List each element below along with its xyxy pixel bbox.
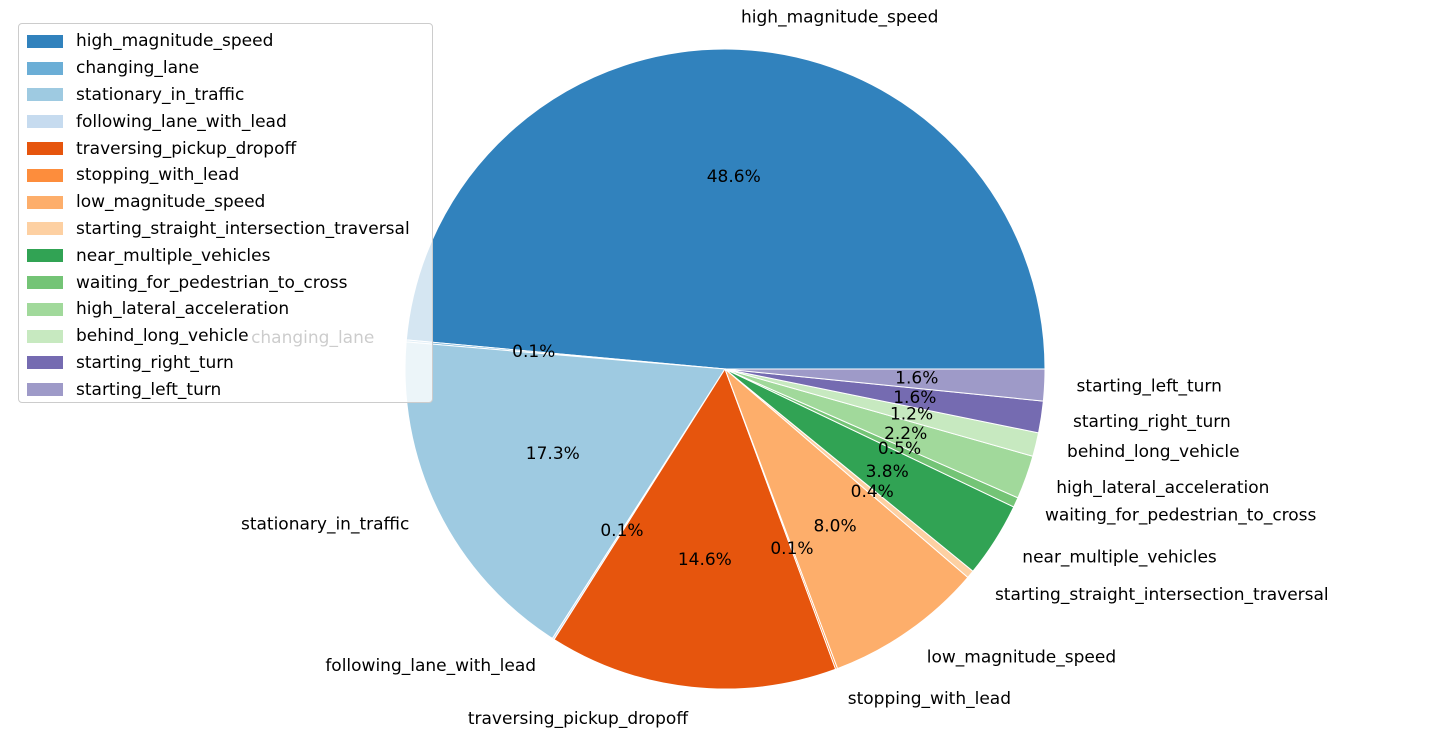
legend-label: near_multiple_vehicles bbox=[76, 245, 271, 266]
legend-swatch bbox=[27, 383, 63, 397]
slice-label-stopping-with-lead: stopping_with_lead bbox=[848, 689, 1011, 709]
legend-item-stopping-with-lead: stopping_with_lead bbox=[27, 162, 432, 189]
slice-label-high-lateral-acceleration: high_lateral_acceleration bbox=[1056, 478, 1269, 498]
slice-high-magnitude-speed bbox=[405, 48, 1046, 370]
pie-slices bbox=[404, 48, 1046, 690]
slice-label-starting-straight-intersection-traversal: starting_straight_intersection_traversal bbox=[995, 585, 1329, 605]
outer-labels: high_magnitude_speedchanging_lanestation… bbox=[241, 7, 1329, 729]
pct-label-starting-left-turn: 1.6% bbox=[895, 369, 938, 389]
legend-item-high-lateral-acceleration: high_lateral_acceleration bbox=[27, 296, 432, 323]
legend-item-waiting-for-pedestrian-to-cross: waiting_for_pedestrian_to_cross bbox=[27, 269, 432, 296]
legend-item-starting-right-turn: starting_right_turn bbox=[27, 350, 432, 377]
legend-swatch bbox=[27, 88, 63, 102]
legend-swatch bbox=[27, 115, 63, 129]
slice-label-following-lane-with-lead: following_lane_with_lead bbox=[325, 656, 536, 676]
legend-item-low-magnitude-speed: low_magnitude_speed bbox=[27, 189, 432, 216]
pct-label-starting-straight-intersection-traversal: 0.4% bbox=[851, 482, 894, 502]
legend-item-behind-long-vehicle: behind_long_vehicle bbox=[27, 323, 432, 350]
slice-starting-left-turn bbox=[724, 368, 1046, 402]
legend-swatch bbox=[27, 195, 63, 209]
legend-swatch bbox=[27, 249, 63, 263]
slice-label-behind-long-vehicle: behind_long_vehicle bbox=[1067, 442, 1240, 462]
legend-label: changing_lane bbox=[76, 58, 200, 79]
percent-labels: 48.6%0.1%17.3%0.1%14.6%0.1%8.0%0.4%3.8%0… bbox=[512, 167, 938, 570]
slice-traversing-pickup-dropoff bbox=[553, 367, 837, 690]
pct-label-changing-lane: 0.1% bbox=[512, 342, 555, 362]
slice-label-high-magnitude-speed: high_magnitude_speed bbox=[741, 7, 938, 27]
legend-item-starting-straight-intersection-traversal: starting_straight_intersection_traversal bbox=[27, 216, 432, 243]
legend-label: stationary_in_traffic bbox=[76, 84, 245, 105]
pct-label-near-multiple-vehicles: 3.8% bbox=[866, 462, 909, 482]
legend-swatch bbox=[27, 61, 63, 75]
legend-label: following_lane_with_lead bbox=[76, 111, 287, 132]
slice-label-near-multiple-vehicles: near_multiple_vehicles bbox=[1022, 547, 1217, 567]
slice-label-waiting-for-pedestrian-to-cross: waiting_for_pedestrian_to_cross bbox=[1045, 506, 1317, 526]
legend-label: stopping_with_lead bbox=[76, 165, 240, 186]
legend-label: starting_straight_intersection_traversal bbox=[76, 218, 410, 239]
legend-swatch bbox=[27, 356, 63, 370]
legend-item-following-lane-with-lead: following_lane_with_lead bbox=[27, 108, 432, 135]
legend-label: starting_right_turn bbox=[76, 352, 234, 373]
legend-item-stationary-in-traffic: stationary_in_traffic bbox=[27, 82, 432, 109]
legend-item-near-multiple-vehicles: near_multiple_vehicles bbox=[27, 242, 432, 269]
pct-label-stopping-with-lead: 0.1% bbox=[770, 539, 813, 559]
legend-item-starting-left-turn: starting_left_turn bbox=[27, 376, 432, 403]
pct-label-waiting-for-pedestrian-to-cross: 0.5% bbox=[878, 439, 921, 459]
legend-swatch bbox=[27, 168, 63, 182]
pct-label-behind-long-vehicle: 1.2% bbox=[890, 404, 933, 424]
slice-label-starting-right-turn: starting_right_turn bbox=[1073, 412, 1231, 432]
slice-label-stationary-in-traffic: stationary_in_traffic bbox=[241, 515, 409, 535]
legend-label: high_lateral_acceleration bbox=[76, 299, 290, 320]
legend-swatch bbox=[27, 302, 63, 316]
slice-low-magnitude-speed bbox=[724, 368, 969, 670]
slice-label-starting-left-turn: starting_left_turn bbox=[1077, 377, 1222, 397]
legend-swatch bbox=[27, 222, 63, 236]
legend-item-high-magnitude-speed: high_magnitude_speed bbox=[27, 28, 432, 55]
pct-label-following-lane-with-lead: 0.1% bbox=[600, 521, 643, 541]
legend-label: low_magnitude_speed bbox=[76, 192, 266, 213]
pct-label-starting-right-turn: 1.6% bbox=[893, 388, 936, 408]
pct-label-low-magnitude-speed: 8.0% bbox=[813, 516, 856, 536]
legend-label: high_magnitude_speed bbox=[76, 31, 274, 52]
pct-label-high-magnitude-speed: 48.6% bbox=[707, 167, 761, 187]
legend-label: traversing_pickup_dropoff bbox=[76, 138, 297, 159]
slice-label-traversing-pickup-dropoff: traversing_pickup_dropoff bbox=[468, 709, 689, 729]
legend-swatch bbox=[27, 34, 63, 48]
legend-swatch bbox=[27, 276, 63, 290]
pct-label-traversing-pickup-dropoff: 14.6% bbox=[678, 550, 732, 570]
pct-label-high-lateral-acceleration: 2.2% bbox=[884, 424, 927, 444]
pct-label-stationary-in-traffic: 17.3% bbox=[526, 444, 580, 464]
legend-swatch bbox=[27, 329, 63, 343]
legend-label: behind_long_vehicle bbox=[76, 326, 249, 347]
legend-label: starting_left_turn bbox=[76, 379, 222, 400]
legend-label: waiting_for_pedestrian_to_cross bbox=[76, 272, 348, 293]
legend-item-changing-lane: changing_lane bbox=[27, 55, 432, 82]
legend-item-traversing-pickup-dropoff: traversing_pickup_dropoff bbox=[27, 135, 432, 162]
legend-swatch bbox=[27, 142, 63, 156]
slice-label-low-magnitude-speed: low_magnitude_speed bbox=[927, 647, 1116, 667]
